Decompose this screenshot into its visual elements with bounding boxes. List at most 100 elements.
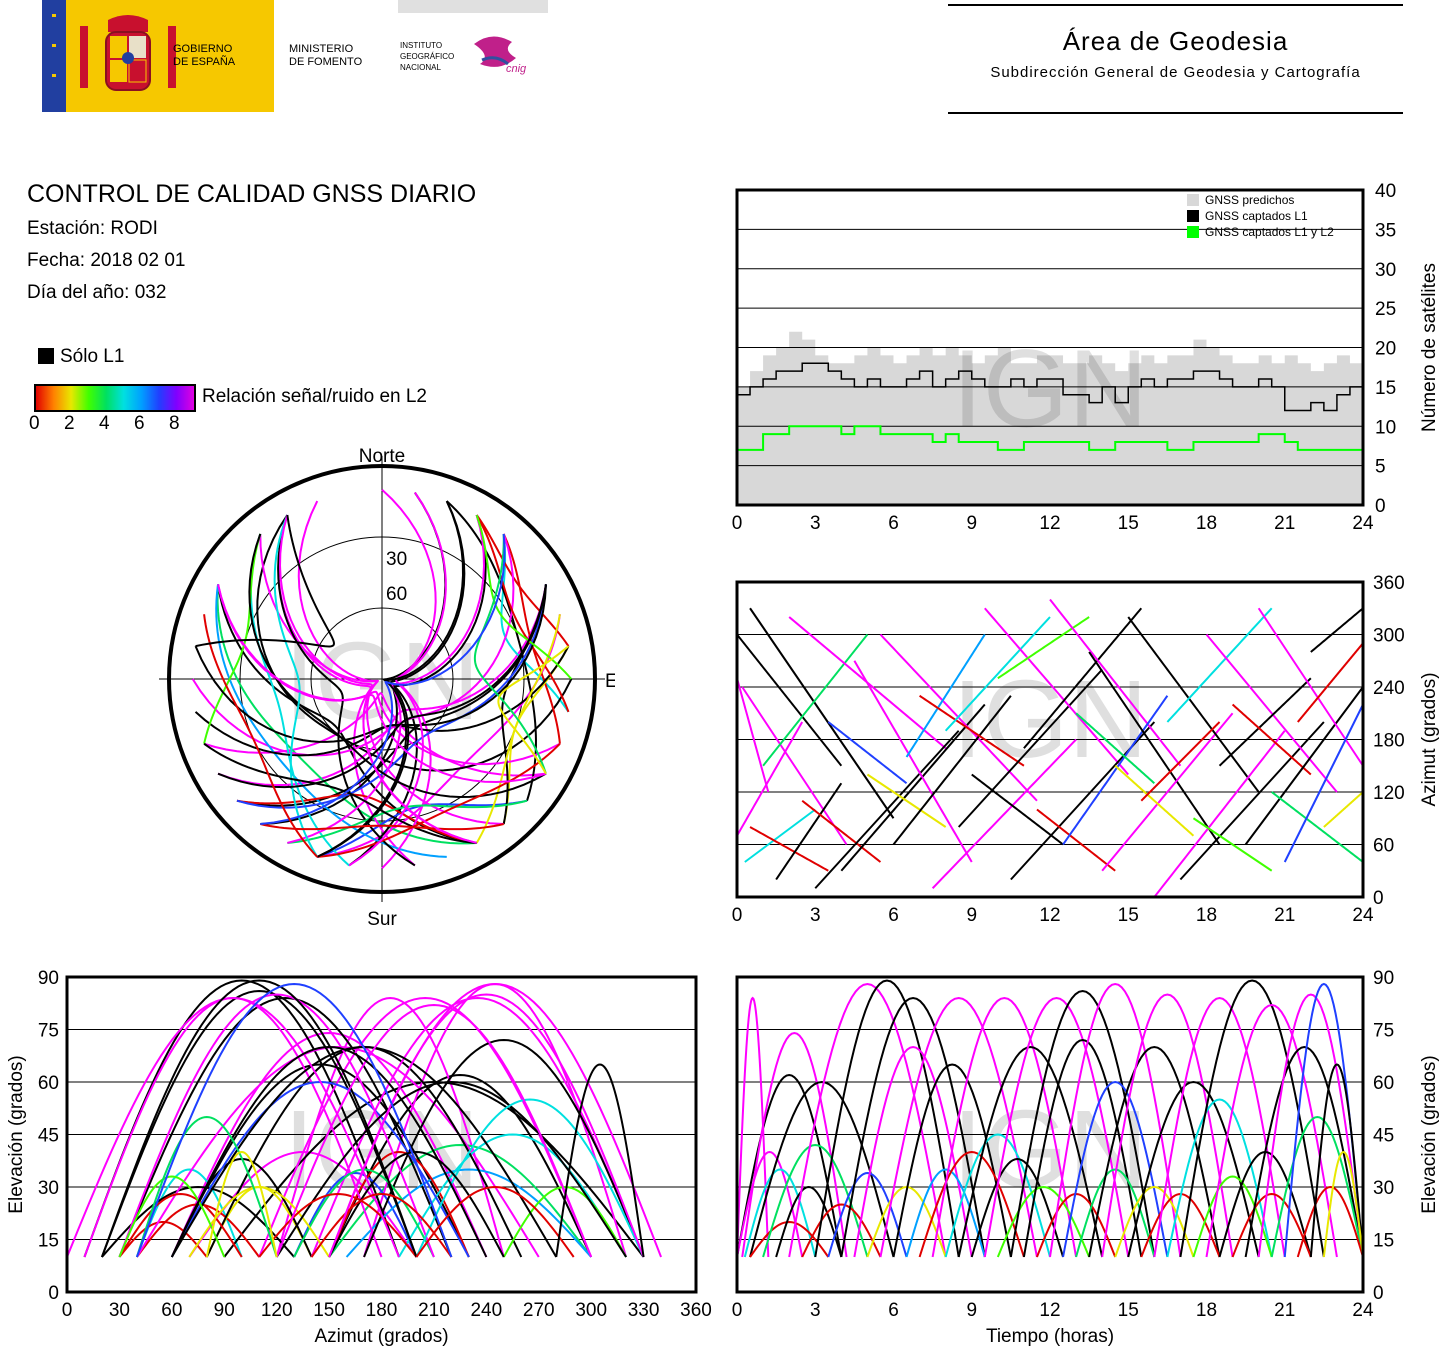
legend-label: GNSS predichos — [1205, 193, 1294, 207]
sky-track — [348, 488, 437, 867]
satellite-track — [1023, 607, 1143, 749]
satellite-track — [736, 721, 804, 837]
x-tick-label: 90 — [214, 1300, 235, 1321]
x-axis-label: Azimut (grados) — [314, 1326, 448, 1347]
sky-track — [473, 533, 547, 774]
x-tick-label: 6 — [888, 513, 899, 534]
sky-track — [217, 584, 547, 789]
satellite-track — [931, 738, 1077, 889]
satellite-track — [1297, 642, 1364, 723]
y-tick-label: 15 — [1373, 1231, 1394, 1252]
satellite-track — [223, 1080, 645, 1258]
x-tick-label: 210 — [418, 1300, 450, 1321]
min-text-2: DE FOMENTO — [289, 56, 363, 68]
snr-colorbar-label: Relación señal/ruido en L2 — [202, 386, 427, 407]
x-tick-label: 9 — [966, 513, 977, 534]
satellite-pass — [970, 1157, 1065, 1258]
satellite-track — [258, 996, 593, 1258]
satellite-pass — [1049, 982, 1182, 1258]
sky-track — [317, 743, 561, 858]
x-tick-label: 12 — [1039, 513, 1060, 534]
satellite-track — [205, 1150, 278, 1258]
legend-label: GNSS captados L1 — [1205, 209, 1308, 223]
satellite-track — [188, 1185, 330, 1258]
satellite-track — [1062, 695, 1169, 846]
satellite-track — [1271, 791, 1364, 863]
satellite-pass — [1179, 979, 1325, 1258]
sky-track — [260, 533, 506, 826]
satellite-track — [853, 660, 973, 863]
satellite-pass — [1009, 989, 1156, 1258]
satellite-pass — [1270, 1115, 1364, 1258]
satellite-track — [1323, 791, 1364, 828]
sky-track — [249, 533, 350, 867]
satellite-pass — [1231, 1192, 1312, 1258]
satellite-pass — [801, 1203, 882, 1258]
satellite-pass — [840, 996, 986, 1258]
ring-label-60: 60 — [386, 584, 407, 605]
sky-track — [217, 584, 547, 783]
x-tick-label: 180 — [366, 1300, 398, 1321]
x-tick-label: 9 — [966, 1300, 977, 1321]
coat-of-arms-icon — [80, 15, 176, 91]
y-tick-label: 30 — [1373, 1178, 1394, 1199]
satellite-pass — [892, 1063, 1012, 1258]
sky-track — [279, 514, 477, 844]
satellite-track — [310, 1192, 453, 1258]
plot-frame — [735, 580, 1365, 899]
satellite-pass — [996, 1185, 1091, 1258]
satellite-track — [1310, 607, 1364, 653]
snr-tick: 2 — [64, 413, 75, 434]
y-tick-label: 240 — [1373, 678, 1405, 699]
y-tick-label: 300 — [1373, 626, 1405, 647]
x-tick-label: 0 — [732, 513, 743, 534]
sky-track — [248, 533, 547, 798]
gov-text-2: DE ESPAÑA — [173, 55, 236, 68]
satellite-track — [814, 730, 960, 889]
satellite-track — [1205, 633, 1338, 793]
satellite-track — [275, 1080, 627, 1258]
satellite-track — [398, 1133, 627, 1258]
y-tick-label: 60 — [38, 1073, 59, 1094]
satellite-pass — [905, 1168, 986, 1258]
y-tick-label: 360 — [1373, 573, 1405, 594]
plot-frame — [65, 975, 698, 1294]
sky-track — [316, 799, 528, 858]
snr-tick: 8 — [169, 413, 180, 434]
sky-track — [217, 584, 477, 844]
satellite-track — [1088, 651, 1221, 846]
sky-track — [236, 793, 477, 844]
satellite-track — [957, 668, 1103, 828]
x-tick-label: 9 — [966, 905, 977, 926]
snr-tick: 4 — [99, 413, 110, 434]
y-axis-label: Elevación (grados) — [1419, 1055, 1440, 1213]
satellite-track — [170, 1045, 488, 1258]
satellite-track — [118, 1220, 208, 1258]
x-tick-label: 6 — [888, 905, 899, 926]
predicted-area — [737, 331, 1363, 505]
sky-track — [236, 584, 547, 807]
y-tick-label: 40 — [1375, 181, 1396, 202]
satellite-track — [1231, 703, 1312, 776]
x-tick-label: 30 — [109, 1300, 130, 1321]
satellite-pass — [1075, 1168, 1156, 1258]
satellite-track — [328, 1150, 470, 1258]
x-tick-label: 270 — [523, 1300, 555, 1321]
plot-frame — [735, 188, 1365, 507]
x-tick-label: 360 — [680, 1300, 712, 1321]
satellite-track — [101, 979, 418, 1258]
satellite-pass — [762, 1143, 869, 1258]
x-tick-label: 12 — [1039, 905, 1060, 926]
satellite-track — [866, 773, 947, 828]
x-tick-label: 18 — [1196, 513, 1217, 534]
sky-track — [260, 823, 504, 831]
y-tick-label: 0 — [1373, 888, 1384, 909]
satellite-track — [170, 1031, 488, 1258]
gov-text-1: GOBIERNO — [173, 43, 233, 55]
satellite-track — [118, 1192, 243, 1258]
l1-only-swatch — [38, 348, 54, 364]
satellite-track — [293, 1171, 418, 1258]
y-tick-label: 10 — [1375, 417, 1396, 438]
y-tick-label: 180 — [1373, 731, 1405, 752]
sky-track — [497, 645, 570, 775]
